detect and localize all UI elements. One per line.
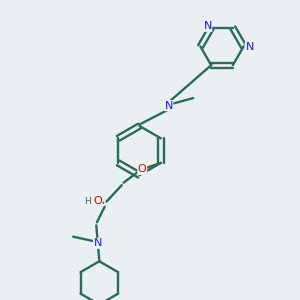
Text: O: O — [138, 164, 147, 175]
Text: N: N — [164, 100, 173, 111]
Text: H: H — [85, 197, 91, 206]
Text: N: N — [203, 21, 212, 31]
Text: N: N — [245, 41, 254, 52]
Text: N: N — [94, 238, 102, 248]
Text: O: O — [93, 196, 102, 206]
